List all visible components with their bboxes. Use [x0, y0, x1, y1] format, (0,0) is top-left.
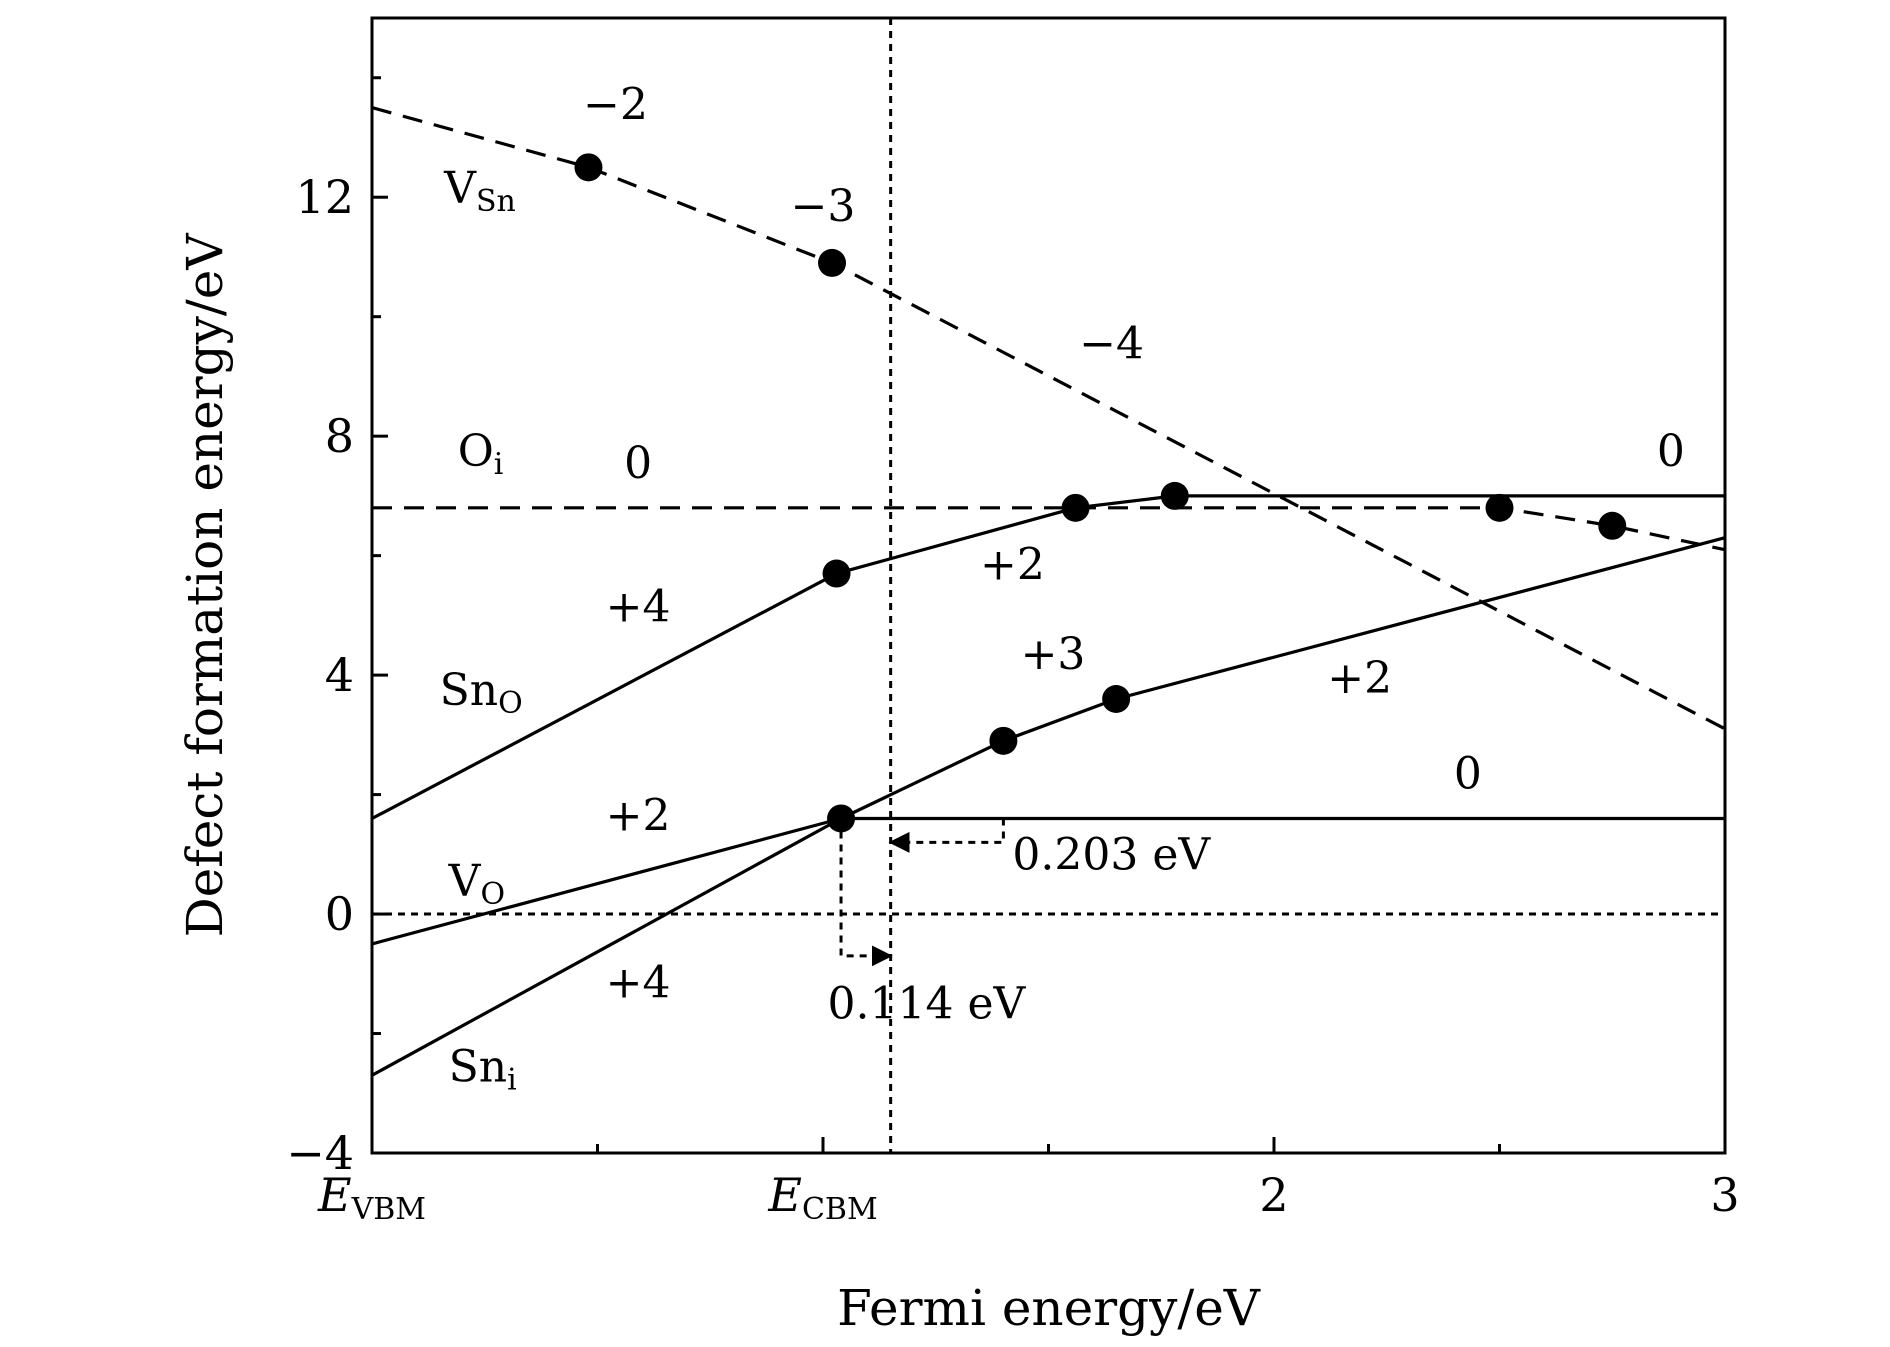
defect-label-main: O: [458, 426, 494, 477]
defect-label-main: V: [443, 163, 477, 214]
transition-point: [1598, 511, 1627, 540]
x-tick-label-main: E: [767, 1168, 802, 1222]
charge-state-label: 0: [1454, 749, 1482, 800]
transition-point: [574, 153, 603, 182]
annotation-label: 0.114 eV: [828, 979, 1027, 1030]
x-tick-label-main: 2: [1259, 1168, 1288, 1222]
reference-lines-layer: [372, 18, 1725, 1153]
x-axis-title: Fermi energy/eV: [837, 1279, 1261, 1337]
transition-point: [822, 559, 851, 588]
charge-state-label: 0: [1657, 426, 1685, 477]
defect-label: Sni: [449, 1041, 517, 1097]
x-tick-label: EVBM: [317, 1168, 426, 1227]
charge-state-label: −4: [1079, 319, 1144, 370]
x-tick-label: ECBM: [767, 1168, 877, 1227]
y-tick-label: −4: [286, 1126, 354, 1180]
x-tick-label-main: 3: [1710, 1168, 1739, 1222]
x-tick-label: 2: [1259, 1168, 1288, 1222]
series-line-v-sn: [371, 106, 1726, 731]
y-tick-label: 12: [295, 170, 354, 224]
annotation-arrow: [839, 818, 893, 967]
transition-point: [989, 726, 1018, 755]
annotation-label: 0.203 eV: [1012, 829, 1211, 880]
series-layer: [371, 106, 1726, 1077]
transition-point: [1061, 493, 1090, 522]
charge-state-label: +4: [606, 958, 671, 1009]
transition-point: [1102, 685, 1131, 713]
charge-state-label: +2: [606, 790, 671, 841]
defect-label-main: V: [448, 856, 482, 907]
series-line-sn-i: [371, 536, 1726, 1077]
defect-label-main: Sn: [449, 1041, 507, 1092]
charge-state-label: +3: [1021, 629, 1086, 680]
series-line-o-i: [372, 506, 1726, 552]
annotation-arrow: [888, 818, 1005, 853]
transition-point: [818, 248, 847, 277]
plot-frame: [370, 16, 1727, 1155]
y-tick-label: 8: [325, 409, 354, 463]
charge-state-label: −3: [791, 181, 856, 232]
defect-label-sub: i: [507, 1062, 517, 1097]
x-tick-label-sub: CBM: [802, 1192, 878, 1227]
defect-label: VSn: [443, 163, 516, 219]
defect-label-sub: O: [480, 877, 505, 912]
y-tick-label: 0: [325, 887, 354, 941]
defect-label: SnO: [440, 665, 523, 721]
transition-points-layer: [574, 153, 1627, 833]
defect-label-sub: O: [498, 686, 523, 721]
annotation-arrows-layer: [839, 818, 1005, 967]
defect-label-main: Sn: [440, 665, 498, 716]
x-tick-label-sub: VBM: [351, 1192, 426, 1227]
y-tick-label: 4: [325, 648, 354, 702]
x-tick-label: 3: [1710, 1168, 1739, 1222]
charge-state-label: +2: [980, 540, 1045, 591]
charge-state-label: −2: [583, 80, 648, 131]
defect-label: Oi: [458, 426, 504, 482]
x-tick-label-main: E: [317, 1168, 352, 1222]
charge-state-label: 0: [624, 438, 652, 489]
charge-state-label: +4: [606, 581, 671, 632]
defect-label: VO: [448, 856, 505, 912]
y-axis-title: Defect formation energy/eV: [176, 233, 234, 938]
transition-point: [1485, 493, 1514, 522]
charge-state-label: +2: [1327, 653, 1392, 704]
defect-label-sub: Sn: [476, 184, 516, 219]
transition-point: [1160, 481, 1189, 510]
defect-label-sub: i: [494, 447, 504, 482]
